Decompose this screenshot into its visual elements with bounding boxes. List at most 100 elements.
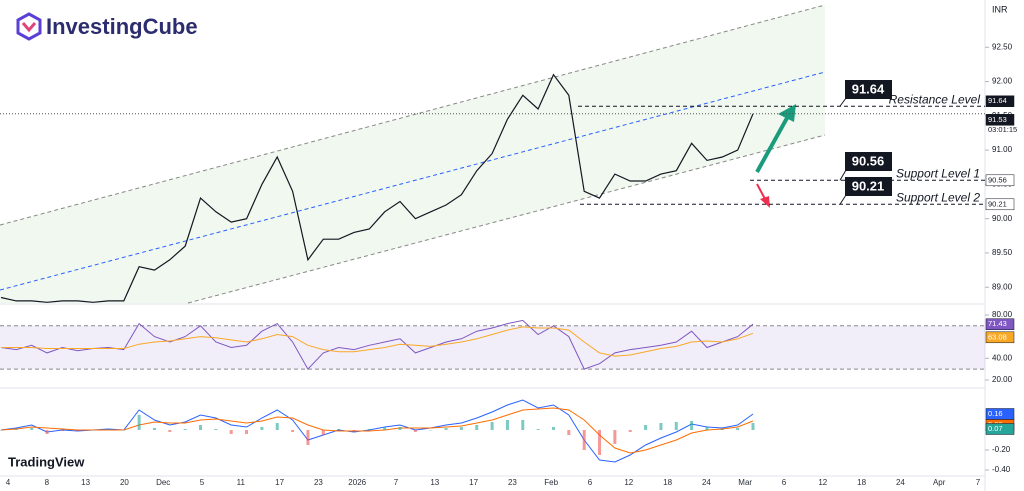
x-tick-label: 23 bbox=[508, 478, 517, 487]
channel-lower bbox=[187, 134, 826, 304]
histogram-bar bbox=[567, 430, 571, 435]
x-tick-label: Apr bbox=[933, 478, 946, 487]
series-line bbox=[0, 399, 754, 463]
x-tick-label: 18 bbox=[663, 478, 672, 487]
arrow-up bbox=[755, 117, 789, 173]
level-box bbox=[845, 80, 892, 99]
series-line bbox=[0, 73, 754, 303]
band bbox=[0, 325, 985, 370]
x-tick-label: 11 bbox=[237, 478, 246, 487]
histogram-bar bbox=[367, 429, 371, 430]
histogram-bar bbox=[275, 423, 279, 430]
arrow-down bbox=[756, 183, 766, 200]
y-tick-label: 92.50 bbox=[992, 42, 1013, 51]
histogram-bar bbox=[582, 430, 586, 450]
histogram-bar bbox=[352, 430, 356, 431]
histogram-bar bbox=[183, 429, 187, 430]
histogram-bar bbox=[398, 427, 402, 430]
histogram-bar bbox=[598, 430, 602, 455]
histogram-bar bbox=[337, 429, 341, 430]
histogram-bar bbox=[551, 427, 555, 430]
x-tick-label: 5 bbox=[200, 478, 205, 487]
histogram-bar bbox=[459, 427, 463, 430]
level-value: 91.64 bbox=[852, 81, 885, 96]
y-tick-label: 91.00 bbox=[992, 145, 1013, 154]
price-tag-text: 91.64 bbox=[988, 96, 1007, 105]
histogram-bar bbox=[521, 420, 525, 430]
series-line bbox=[0, 407, 754, 454]
histogram-bar bbox=[444, 428, 448, 430]
logo-icon bbox=[21, 22, 37, 33]
price-tag bbox=[985, 174, 1015, 187]
price-tag bbox=[985, 331, 1015, 344]
level-value: 90.56 bbox=[852, 153, 885, 168]
histogram-bar bbox=[137, 415, 141, 430]
level-value: 90.21 bbox=[852, 178, 885, 193]
currency: INR bbox=[992, 4, 1008, 14]
level-label: Resistance Level bbox=[889, 92, 981, 106]
x-tick-label: 4 bbox=[6, 478, 11, 487]
x-tick-label: 17 bbox=[275, 478, 284, 487]
x-tick-label: 13 bbox=[430, 478, 439, 487]
level-label: Support Level 1 bbox=[896, 166, 980, 180]
x-tick-label: 8 bbox=[45, 478, 50, 487]
y-tick-label: 92.00 bbox=[992, 77, 1013, 86]
histogram-bar bbox=[306, 430, 310, 445]
channel-upper bbox=[0, 4, 826, 226]
price-tag bbox=[985, 318, 1015, 330]
histogram-bar bbox=[30, 428, 34, 430]
histogram-bar bbox=[260, 427, 264, 430]
series-line bbox=[1, 326, 754, 357]
price-tag-text: 63.08 bbox=[988, 332, 1007, 341]
histogram-bar bbox=[152, 428, 156, 430]
price-tag bbox=[985, 198, 1015, 211]
y-tick-label: 20.00 bbox=[992, 375, 1013, 384]
histogram-bar bbox=[14, 429, 18, 430]
price-tag-text: 71.43 bbox=[988, 319, 1007, 328]
price-tag bbox=[985, 423, 1015, 435]
x-tick-label: 7 bbox=[394, 478, 399, 487]
series-line bbox=[0, 319, 754, 370]
histogram-bar bbox=[751, 423, 755, 430]
x-tick-label: 13 bbox=[81, 478, 90, 487]
histogram-bar bbox=[291, 430, 295, 432]
histogram-bar bbox=[245, 430, 249, 434]
histogram-bar bbox=[0, 430, 3, 431]
x-tick-label: 6 bbox=[782, 478, 787, 487]
histogram-bar bbox=[659, 423, 663, 430]
x-tick-label: 6 bbox=[588, 478, 593, 487]
histogram-bar bbox=[45, 430, 49, 434]
arrow-head bbox=[778, 104, 796, 122]
watermark-text: TradingView bbox=[8, 454, 85, 469]
histogram-bar bbox=[413, 430, 417, 432]
logo: InvestingCube bbox=[16, 12, 198, 41]
histogram-bar bbox=[429, 430, 433, 431]
level-label: Support Level 2 bbox=[896, 190, 980, 204]
price-tag-text: 90.56 bbox=[988, 175, 1007, 184]
countdown: 03:01:15 bbox=[988, 125, 1017, 134]
x-tick-label: 12 bbox=[818, 478, 827, 487]
histogram-bar bbox=[613, 430, 617, 444]
histogram-bar bbox=[91, 430, 95, 431]
histogram-bar bbox=[229, 430, 233, 434]
histogram-bar bbox=[490, 422, 494, 430]
histogram-bar bbox=[705, 427, 709, 430]
x-tick-label: 23 bbox=[314, 478, 323, 487]
histogram-bar bbox=[76, 430, 80, 431]
channel-middle bbox=[0, 71, 826, 291]
x-tick-label: 18 bbox=[857, 478, 866, 487]
logo-icon bbox=[16, 12, 42, 41]
x-tick-label: 7 bbox=[976, 478, 981, 487]
histogram-bar bbox=[321, 430, 325, 435]
y-tick-label: 89.00 bbox=[992, 282, 1013, 291]
x-tick-label: Mar bbox=[738, 478, 752, 487]
histogram-bar bbox=[106, 429, 110, 430]
x-tick-label: 2026 bbox=[348, 478, 366, 487]
price-tag-text: 0.07 bbox=[988, 424, 1003, 433]
x-tick-label: Feb bbox=[544, 478, 558, 487]
price-tag-text: 0.16 bbox=[988, 409, 1003, 418]
histogram-bar bbox=[60, 430, 64, 431]
level-box bbox=[845, 177, 892, 196]
level-box bbox=[845, 152, 892, 171]
